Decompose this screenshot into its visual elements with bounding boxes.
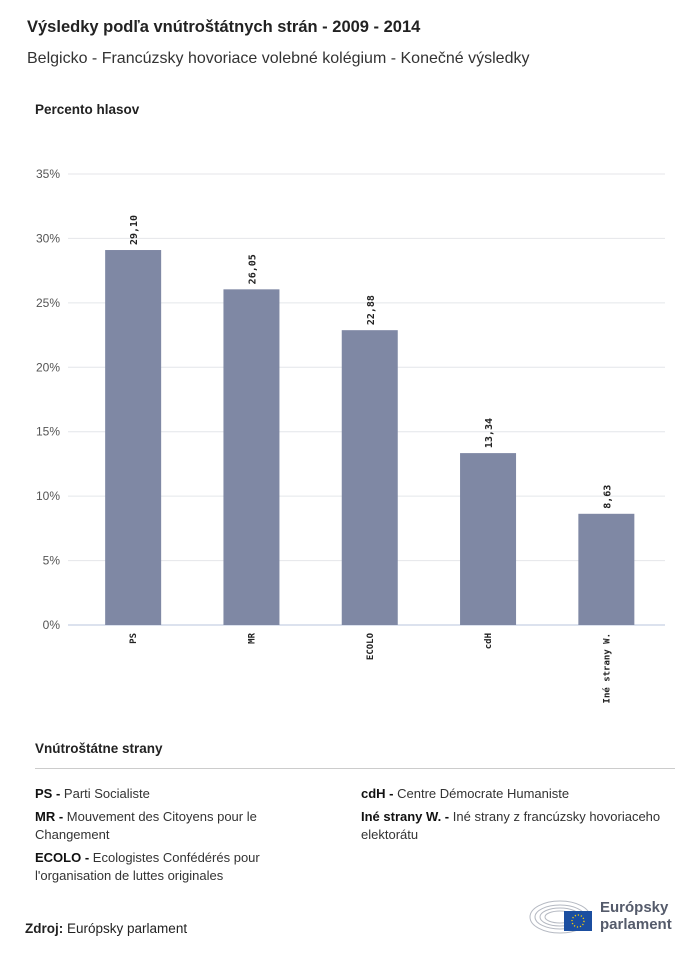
bar bbox=[223, 289, 280, 625]
parliament-hemicycle-icon bbox=[529, 900, 592, 934]
data-label: 29,10 bbox=[129, 215, 140, 245]
x-tick-label: ECOLO bbox=[366, 632, 376, 660]
legend-item-ecolo: ECOLO - Ecologistes Confédérés pour l'or… bbox=[35, 850, 260, 883]
bar bbox=[341, 330, 398, 625]
legend-item-other: Iné strany W. - Iné strany z francúzsky … bbox=[361, 809, 661, 842]
legend-divider bbox=[35, 768, 675, 769]
bar bbox=[460, 453, 517, 625]
y-axis-label: Percento hlasov bbox=[35, 102, 140, 117]
legend-item-cdh: cdH - Centre Démocrate Humaniste bbox=[361, 786, 570, 801]
y-tick-label: 15% bbox=[36, 425, 60, 439]
bar bbox=[105, 250, 162, 626]
y-tick-label: 0% bbox=[43, 618, 61, 632]
y-tick-label: 5% bbox=[43, 554, 61, 568]
bar bbox=[578, 513, 635, 625]
x-tick-label: PS bbox=[129, 633, 139, 644]
european-parliament-logo: Európsky parlament bbox=[528, 897, 678, 937]
y-tick-label: 10% bbox=[36, 489, 60, 503]
chart-title: Výsledky podľa vnútroštátnych strán - 20… bbox=[27, 18, 421, 36]
x-tick-label: cdH bbox=[484, 633, 494, 649]
y-tick-label: 25% bbox=[36, 296, 60, 310]
x-tick-label: Iné strany W. bbox=[601, 633, 612, 703]
y-tick-label: 20% bbox=[36, 360, 60, 374]
y-tick-label: 30% bbox=[36, 231, 60, 245]
y-tick-label: 35% bbox=[36, 167, 60, 181]
data-label: 26,05 bbox=[247, 254, 258, 284]
legend-item-mr: MR - Mouvement des Citoyens pour le Chan… bbox=[35, 809, 257, 842]
legend-item-ps: PS - Parti Socialiste bbox=[35, 786, 150, 801]
data-label: 22,88 bbox=[366, 295, 377, 325]
chart-subtitle: Belgicko - Francúzsky hovoriace volebné … bbox=[27, 50, 530, 67]
x-tick-label: MR bbox=[247, 632, 257, 643]
source: Zdroj: Európsky parlament bbox=[25, 921, 188, 936]
data-label: 8,63 bbox=[602, 485, 613, 509]
bar-chart: 0% 5% 10% 15% 20% 25% 30% 35% 29,10 PS 26,05 MR 22,8… bbox=[36, 167, 665, 703]
data-label: 13,34 bbox=[484, 418, 495, 448]
legend-title: Vnútroštátne strany bbox=[35, 741, 163, 756]
